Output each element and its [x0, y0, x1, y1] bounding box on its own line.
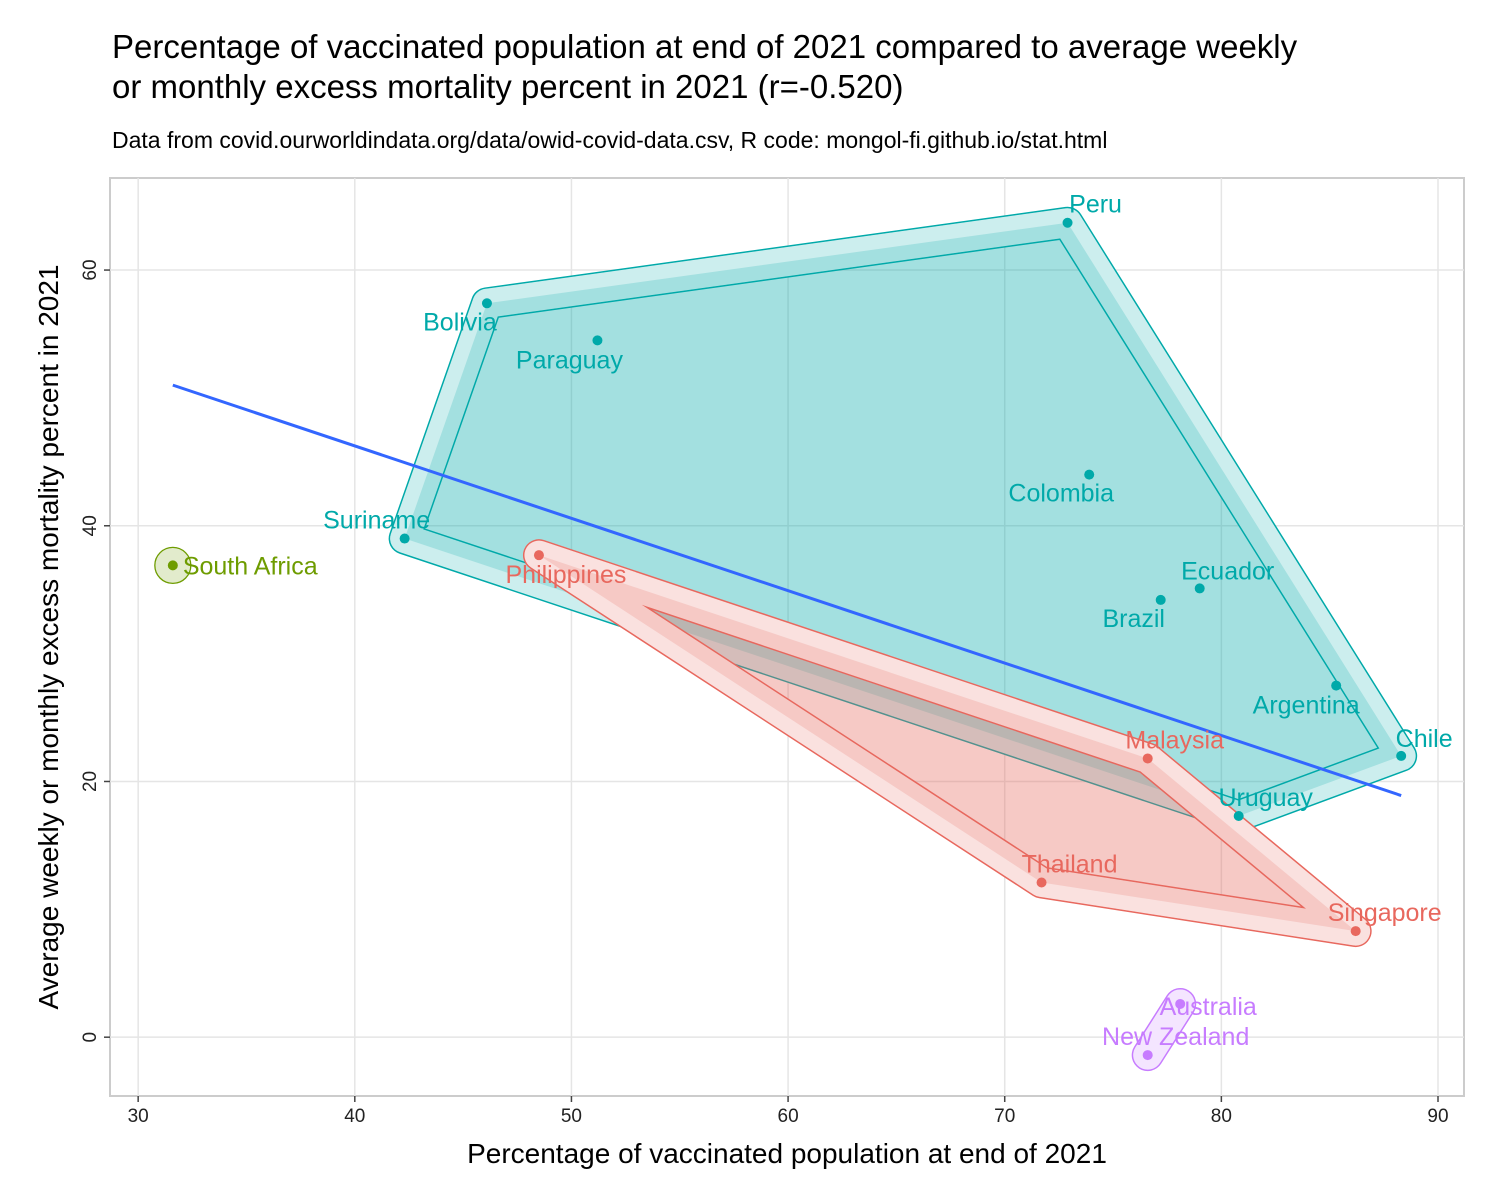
data-point: [167, 560, 178, 571]
point-label: New Zealand: [1102, 1023, 1249, 1051]
point-label: Brazil: [1102, 605, 1165, 633]
data-point: [1036, 877, 1047, 888]
chart-subtitle: Data from covid.ourworldindata.org/data/…: [112, 127, 1107, 153]
data-point: [1233, 810, 1244, 821]
point-labels: Peru Bolivia Paraguay Colombia Suriname Ecuad…: [183, 191, 1453, 1051]
point-label: South Africa: [183, 552, 318, 580]
data-point: [533, 550, 544, 561]
x-axis-title: Percentage of vaccinated population at e…: [467, 1138, 1107, 1169]
y-tick-label: 0: [80, 1032, 101, 1043]
group-hull-area: [390, 208, 1416, 831]
x-tick-label: 60: [778, 1106, 799, 1127]
data-point: [1084, 469, 1095, 480]
point-label: Malaysia: [1125, 726, 1224, 754]
data-point: [1396, 750, 1407, 761]
data-point: [1350, 926, 1361, 937]
data-point: [1155, 594, 1166, 605]
regression-line-group: [172, 383, 1402, 797]
data-point: [592, 335, 603, 346]
point-label: Uruguay: [1218, 784, 1313, 812]
point-label: Philippines: [505, 561, 626, 589]
axis-ticks: 30 40 50 60 70 80 90 0 20 40 60: [80, 259, 1449, 1127]
x-tick-label: 80: [1211, 1106, 1232, 1127]
y-tick-label: 20: [80, 771, 101, 792]
x-tick-label: 40: [344, 1106, 365, 1127]
data-point: [1194, 583, 1205, 594]
point-label: Ecuador: [1181, 557, 1274, 585]
regression-line: [172, 383, 1402, 797]
y-axis-title: Average weekly or monthly excess mortali…: [33, 265, 64, 1010]
y-tick-label: 40: [80, 515, 101, 536]
data-point: [1175, 998, 1186, 1009]
chart-title-line-2: or monthly excess mortality percent in 2…: [112, 68, 903, 105]
point-label: Peru: [1069, 191, 1122, 219]
group-hull-band: [390, 208, 1416, 831]
x-tick-label: 90: [1427, 1106, 1448, 1127]
data-point: [1062, 217, 1073, 228]
point-label: Bolivia: [423, 308, 497, 336]
point-label: Suriname: [323, 507, 430, 535]
data-point: [1142, 753, 1153, 764]
x-tick-label: 50: [561, 1106, 582, 1127]
point-label: Paraguay: [516, 346, 624, 374]
point-label: Australia: [1160, 993, 1257, 1021]
x-tick-label: 70: [994, 1106, 1015, 1127]
data-point: [399, 533, 410, 544]
grid-lines: [110, 178, 1464, 1096]
point-label: Chile: [1396, 725, 1453, 753]
data-point: [1142, 1050, 1153, 1061]
point-label: Argentina: [1253, 692, 1360, 720]
y-tick-label: 60: [80, 259, 101, 280]
point-label: Thailand: [1022, 850, 1118, 878]
x-tick-label: 30: [128, 1106, 149, 1127]
chart-title-line-1: Percentage of vaccinated population at e…: [112, 28, 1298, 65]
data-point: [481, 298, 492, 309]
data-point: [1331, 680, 1342, 691]
point-label: Colombia: [1008, 480, 1114, 508]
point-label: Singapore: [1328, 899, 1442, 927]
data-points: [167, 217, 1407, 1061]
group-hull-fill: [538, 555, 1356, 932]
